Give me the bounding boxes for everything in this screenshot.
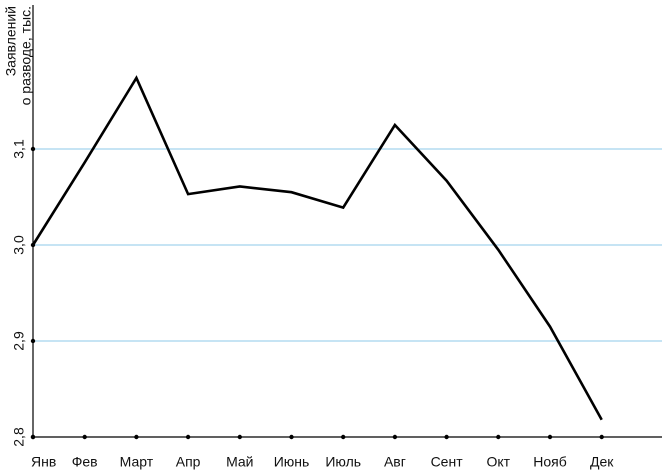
x-tick-label: Янв [31, 454, 56, 470]
y-tick-label: 2,9 [11, 331, 27, 351]
x-tick-mark [185, 434, 191, 440]
x-tick-label: Сент [431, 454, 464, 470]
x-tick-mark [289, 434, 294, 440]
x-tick-mark [392, 434, 398, 440]
x-tick-label: Авг [384, 454, 406, 470]
x-tick-label: Июнь [274, 454, 310, 470]
x-tick-mark [444, 434, 449, 440]
x-tick-mark [237, 434, 242, 440]
x-tick-label: Март [120, 454, 154, 470]
y-axis-title: о разводе, тыс. [18, 6, 34, 105]
data-line [31, 75, 603, 421]
x-tick-mark [134, 434, 139, 440]
y-axis-title: Заявлений [3, 6, 19, 76]
y-tick-label: 2,8 [11, 427, 27, 447]
x-tick-label: Июль [325, 454, 361, 470]
x-tick-mark [30, 434, 36, 440]
y-tick-label: 3,1 [11, 139, 27, 159]
x-tick-mark [599, 434, 604, 440]
x-tick-label: Апр [176, 454, 201, 470]
x-tick-mark [341, 434, 346, 440]
x-tick-label: Фев [72, 454, 98, 470]
x-tick-label: Окт [487, 454, 511, 470]
x-tick-mark [82, 434, 87, 440]
x-tick-label: Май [226, 454, 253, 470]
x-tick-mark [547, 434, 553, 440]
x-tick-label: Нояб [533, 454, 567, 470]
x-tick-label: Дек [590, 454, 614, 470]
y-tick-label: 3,0 [11, 235, 27, 255]
x-tick-mark [496, 434, 501, 440]
